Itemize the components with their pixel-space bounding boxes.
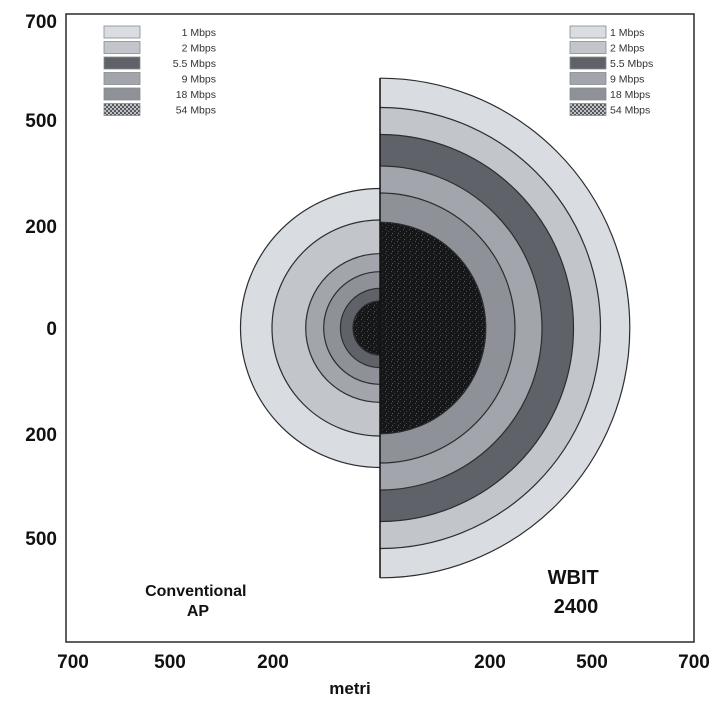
legend-swatch-conventional-ap-5-5-mbps <box>103 56 141 70</box>
y-tick-label-5: 500 <box>25 529 57 550</box>
legend-swatch-wbit-2400-5-5-mbps <box>569 56 607 70</box>
legend-wbit-2400: 1 Mbps 2 Mbps 5.5 Mbps 9 Mbps 18 Mbps 54 Mbps <box>569 25 653 117</box>
x-axis-tick-labels: 700 500 200 200 500 700 <box>57 652 710 673</box>
legend-label-wbit-2400-54-mbps: 54 Mbps <box>610 105 650 117</box>
legend-swatch-conventional-ap-18-mbps <box>103 87 141 101</box>
wbit-2400-rings <box>380 77 631 579</box>
conventional-ap-rings <box>239 187 380 469</box>
legend-swatch-wbit-2400-1-mbps <box>569 25 607 39</box>
y-axis-tick-labels: 700 500 200 0 200 500 <box>25 12 57 550</box>
legend-swatch-wbit-2400-18-mbps <box>569 87 607 101</box>
legend-label-conventional-ap-1-mbps: 1 Mbps <box>182 27 216 39</box>
legend-label-conventional-ap-18-mbps: 18 Mbps <box>176 89 216 101</box>
legend-label-wbit-2400-5-5-mbps: 5.5 Mbps <box>610 58 653 70</box>
legend-label-wbit-2400-2-mbps: 2 Mbps <box>610 43 644 55</box>
x-tick-label-1: 500 <box>154 652 186 673</box>
x-tick-label-4: 500 <box>576 652 608 673</box>
legend-swatch-wbit-2400-9-mbps <box>569 72 607 85</box>
wbit-2400-label-line-1: WBIT <box>548 567 599 589</box>
legend-label-wbit-2400-18-mbps: 18 Mbps <box>610 89 650 101</box>
legend-swatch-wbit-2400-54-mbps <box>569 103 607 116</box>
legend-label-wbit-2400-1-mbps: 1 Mbps <box>610 27 644 39</box>
legend-label-wbit-2400-9-mbps: 9 Mbps <box>610 74 644 86</box>
x-axis-title: metri <box>329 679 371 698</box>
legend-label-conventional-ap-9-mbps: 9 Mbps <box>182 74 216 86</box>
conventional-ap-label: Conventional AP <box>145 583 251 620</box>
legend-swatch-conventional-ap-54-mbps <box>103 103 141 116</box>
legend-swatch-conventional-ap-9-mbps <box>103 72 141 85</box>
conventional-ap-label-line-2: AP <box>187 603 210 620</box>
y-tick-label-3: 0 <box>46 319 57 340</box>
conventional-ap-label-line-1: Conventional <box>145 583 246 600</box>
legend-swatch-wbit-2400-2-mbps <box>569 41 607 54</box>
x-tick-label-3: 200 <box>474 652 506 673</box>
legend-label-conventional-ap-54-mbps: 54 Mbps <box>176 105 216 117</box>
legend-swatch-conventional-ap-1-mbps <box>103 25 141 39</box>
legend-conventional-ap: 1 Mbps 2 Mbps 5.5 Mbps 9 Mbps 18 Mbps 54 Mbps <box>103 25 216 117</box>
legend-label-conventional-ap-5-5-mbps: 5.5 Mbps <box>173 58 216 70</box>
wbit-2400-label: WBIT 2400 <box>548 567 605 618</box>
x-tick-label-0: 700 <box>57 652 89 673</box>
coverage-ring-conventional-ap-54-mbps <box>352 300 380 356</box>
y-tick-label-2: 200 <box>25 217 57 238</box>
x-tick-label-5: 700 <box>678 652 710 673</box>
legend-swatch-conventional-ap-2-mbps <box>103 41 141 54</box>
y-tick-label-0: 700 <box>25 12 57 33</box>
y-tick-label-4: 200 <box>25 425 57 446</box>
wbit-2400-label-line-2: 2400 <box>554 596 599 618</box>
y-tick-label-1: 500 <box>25 111 57 132</box>
x-tick-label-2: 200 <box>257 652 289 673</box>
legend-label-conventional-ap-2-mbps: 2 Mbps <box>182 43 216 55</box>
